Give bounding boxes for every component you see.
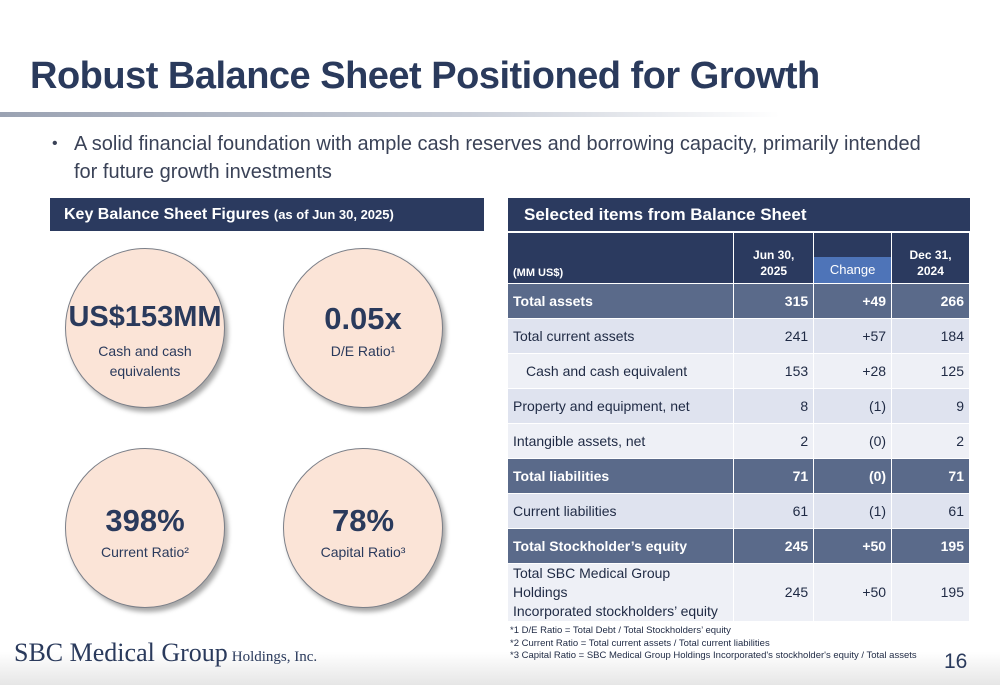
table-row-total-stockholders-equity: Total Stockholder’s equity 245 +50 195 xyxy=(508,528,970,564)
cell-change: +50 xyxy=(813,528,893,564)
cell-dec: 61 xyxy=(891,493,970,529)
cell-dec: 2 xyxy=(891,423,970,459)
kpi-circle-cash: US$153MM Cash and cash equivalents xyxy=(65,248,225,408)
kpi-circle-capital-ratio: 78% Capital Ratio³ xyxy=(283,448,443,608)
cell-dec: 195 xyxy=(891,528,970,564)
row-label: Total liabilities xyxy=(508,458,735,494)
row-label: Total Stockholder’s equity xyxy=(508,528,735,564)
cell-change: +57 xyxy=(813,318,893,354)
row-label: Total SBC Medical Group Holdings Incorpo… xyxy=(508,563,735,622)
cell-jun: 8 xyxy=(733,388,815,424)
table-row-total-assets: Total assets 315 +49 266 xyxy=(508,283,970,319)
cell-jun: 153 xyxy=(733,353,815,389)
cell-dec: 71 xyxy=(891,458,970,494)
company-logo: SBC Medical Group Holdings, Inc. xyxy=(14,638,317,668)
page-title: Robust Balance Sheet Positioned for Grow… xyxy=(30,55,820,97)
cell-change: (0) xyxy=(813,458,893,494)
row-label-line1: Total SBC Medical Group Holdings xyxy=(513,565,671,600)
table-row-cash: Cash and cash equivalent 153 +28 125 xyxy=(508,353,970,389)
cell-jun: 241 xyxy=(733,318,815,354)
row-label: Property and equipment, net xyxy=(508,388,735,424)
table-row-sbc-stockholders-equity: Total SBC Medical Group Holdings Incorpo… xyxy=(508,563,970,622)
row-label: Total current assets xyxy=(508,318,735,354)
col-header-dec-line1: Dec 31, xyxy=(909,248,952,262)
kpi-label: Cash and cash equivalents xyxy=(98,343,192,379)
kpi-value: 0.05x xyxy=(324,301,402,336)
cell-dec: 125 xyxy=(891,353,970,389)
table-row-property-equipment: Property and equipment, net 8 (1) 9 xyxy=(508,388,970,424)
kpi-circle-de-ratio: 0.05x D/E Ratio¹ xyxy=(283,248,443,408)
kpi-circle-current-ratio: 398% Current Ratio² xyxy=(65,448,225,608)
footnote-2: *2 Current Ratio = Total current assets … xyxy=(510,637,770,649)
kpi-label: Current Ratio² xyxy=(101,544,189,560)
kpi-value: 78% xyxy=(331,503,395,538)
title-divider xyxy=(0,112,780,117)
footnotes: *1 D/E Ratio = Total Debt / Total Stockh… xyxy=(510,625,917,663)
table-row-total-liabilities: Total liabilities 71 (0) 71 xyxy=(508,458,970,494)
cell-change: +49 xyxy=(813,283,893,319)
logo-suffix-text: Holdings, Inc. xyxy=(231,649,318,665)
cell-dec: 266 xyxy=(891,283,970,319)
row-label: Total assets xyxy=(508,283,735,319)
cell-jun: 2 xyxy=(733,423,815,459)
logo-main-text: SBC Medical Group xyxy=(14,638,228,667)
cell-change: +28 xyxy=(813,353,893,389)
cell-change: (1) xyxy=(813,388,893,424)
col-header-jun-line1: Jun 30, xyxy=(753,248,795,262)
table-row-total-current-assets: Total current assets 241 +57 184 xyxy=(508,318,970,354)
table-row-intangible-assets: Intangible assets, net 2 (0) 2 xyxy=(508,423,970,459)
cell-dec: 9 xyxy=(891,388,970,424)
col-header-dec-line2: 2024 xyxy=(917,264,944,278)
kpi-label: D/E Ratio¹ xyxy=(330,343,396,359)
row-label: Current liabilities xyxy=(508,493,735,529)
key-figures-header-date: (as of Jun 30, 2025) xyxy=(273,207,394,222)
unit-label: (MM US$) xyxy=(508,233,735,284)
footnote-3: *3 Capital Ratio = SBC Medical Group Hol… xyxy=(510,650,917,661)
change-label: Change xyxy=(814,257,892,283)
intro-bullet-text: A solid financial foundation with ample … xyxy=(74,133,921,183)
row-label: Cash and cash equivalent xyxy=(508,353,735,389)
kpi-value: US$153MM xyxy=(68,301,222,333)
col-header-jun-2025: Jun 30, 2025 xyxy=(733,233,815,284)
cell-dec: 195 xyxy=(891,563,970,622)
cell-jun: 71 xyxy=(733,458,815,494)
table-header-row: (MM US$) Jun 30, 2025 Change Dec 31, 202… xyxy=(508,233,970,284)
col-header-change: Change xyxy=(813,233,893,284)
row-label: Intangible assets, net xyxy=(508,423,735,459)
cell-jun: 61 xyxy=(733,493,815,529)
footnote-1: *1 D/E Ratio = Total Debt / Total Stockh… xyxy=(510,625,731,636)
row-label-line2: Incorporated stockholders’ equity xyxy=(513,603,718,619)
cell-jun: 245 xyxy=(733,563,815,622)
bullet-icon: • xyxy=(52,135,58,152)
key-figures-header: Key Balance Sheet Figures (as of Jun 30,… xyxy=(50,198,484,231)
balance-sheet-table: (MM US$) Jun 30, 2025 Change Dec 31, 202… xyxy=(508,233,970,622)
table-row-current-liabilities: Current liabilities 61 (1) 61 xyxy=(508,493,970,529)
cell-change: (0) xyxy=(813,423,893,459)
kpi-value: 398% xyxy=(105,503,185,538)
cell-change: +50 xyxy=(813,563,893,622)
cell-jun: 315 xyxy=(733,283,815,319)
key-figures-header-title: Key Balance Sheet Figures xyxy=(64,206,270,223)
page-number: 16 xyxy=(944,650,968,673)
footer-bar xyxy=(0,652,1000,685)
col-header-dec-2024: Dec 31, 2024 xyxy=(891,233,970,284)
col-header-jun-line2: 2025 xyxy=(760,264,788,278)
cell-jun: 245 xyxy=(733,528,815,564)
balance-sheet-header: Selected items from Balance Sheet xyxy=(508,198,970,231)
cell-dec: 184 xyxy=(891,318,970,354)
kpi-label: Capital Ratio³ xyxy=(320,544,406,560)
cell-change: (1) xyxy=(813,493,893,529)
